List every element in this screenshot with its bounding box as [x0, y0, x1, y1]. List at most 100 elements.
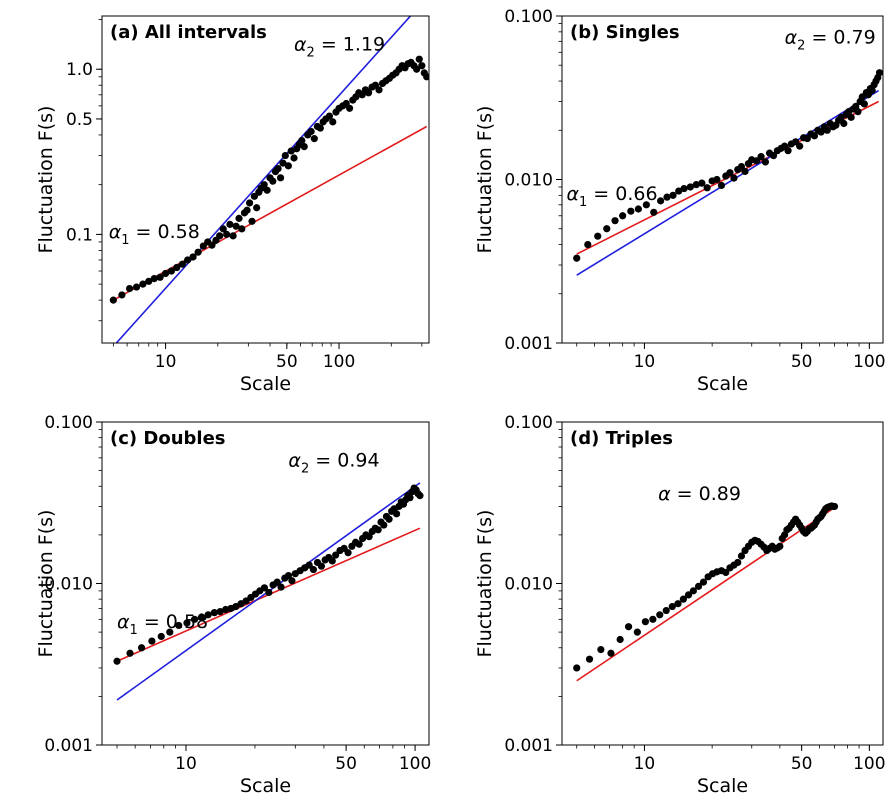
data-point [243, 206, 251, 214]
data-point [722, 568, 730, 577]
alpha-annotation: α2 = 0.79 [785, 26, 876, 53]
alpha-annotation: α2 = 1.19 [294, 33, 385, 60]
data-point [796, 142, 804, 150]
data-point [190, 615, 199, 623]
axes-frame [561, 421, 884, 746]
data-point [210, 609, 218, 617]
minor-ticks [558, 15, 870, 347]
x-tick-label: 50 [791, 754, 813, 774]
data-point [776, 542, 784, 550]
data-point [223, 230, 231, 238]
data-point [229, 232, 237, 240]
data-point [854, 108, 862, 116]
data-point [173, 263, 181, 272]
data-point [418, 62, 426, 70]
data-point [662, 606, 670, 615]
data-point [840, 119, 848, 128]
x-tick-label: 100 [853, 754, 885, 774]
plot-area [573, 69, 883, 276]
data-point [161, 269, 170, 278]
data-point [316, 124, 324, 132]
data-point [726, 169, 734, 177]
data-point [238, 225, 246, 233]
y-tick-label: 0.010 [44, 575, 93, 595]
y-axis-label: Fluctuation F(s) [35, 510, 57, 658]
x-axis-label: Scale [240, 373, 291, 395]
data-point [310, 135, 318, 143]
data-point [263, 186, 271, 194]
data-point [686, 183, 694, 191]
y-tick-label: 0.001 [44, 736, 93, 756]
data-point [406, 494, 414, 502]
data-point [288, 577, 296, 585]
data-point [689, 587, 697, 595]
data-point [817, 128, 825, 136]
data-point [657, 197, 665, 205]
data-point [269, 177, 277, 185]
data-point [260, 584, 269, 592]
fit-line [115, 16, 412, 343]
data-point [183, 619, 191, 627]
data-point [344, 549, 352, 557]
y-tick-label: 0.100 [504, 7, 553, 27]
data-point [118, 291, 126, 299]
data-point [385, 515, 393, 523]
plot-area [109, 16, 429, 343]
x-tick-label: 50 [335, 754, 357, 774]
y-tick-label: 0.100 [504, 413, 553, 433]
data-point [277, 583, 285, 591]
x-tick-label: 50 [791, 352, 813, 372]
data-point [260, 181, 268, 189]
data-point [355, 540, 363, 548]
data-point [208, 241, 216, 249]
data-point [157, 632, 165, 641]
data-point [717, 181, 726, 190]
y-axis-label: Fluctuation F(s) [474, 510, 496, 658]
data-point [132, 283, 141, 291]
data-point [573, 254, 581, 262]
data-point [633, 628, 641, 636]
data-point [194, 248, 202, 256]
data-point [273, 578, 281, 586]
data-point [627, 207, 635, 215]
data-point [150, 274, 158, 283]
panel-a: 10 50 100 0.1 0.5 1.0 (a) All intervals α1 = 0.… [35, 15, 430, 395]
data-point [650, 208, 658, 216]
data-point [663, 193, 671, 201]
data-point [573, 664, 581, 672]
x-axis-label: Scale [697, 775, 748, 797]
data-point [204, 611, 212, 619]
panel-title: (a) All intervals [110, 22, 267, 43]
y-tick-label: 1.0 [66, 60, 93, 80]
fit-line [576, 506, 835, 682]
data-point [597, 645, 605, 654]
data-point [148, 637, 156, 645]
data-point [642, 201, 650, 209]
data-point [784, 147, 792, 155]
data-point [235, 214, 243, 222]
data-point [611, 217, 619, 225]
data-point [189, 253, 197, 261]
data-point [175, 621, 183, 630]
data-point [276, 174, 285, 182]
data-point [166, 628, 174, 636]
data-point [328, 557, 336, 565]
y-tick-label: 0.100 [44, 413, 93, 433]
data-point [300, 143, 308, 151]
data-point [248, 217, 256, 225]
data-point [703, 184, 711, 192]
alpha-annotation: α = 0.89 [658, 483, 741, 505]
data-point [730, 174, 738, 182]
data-point [734, 558, 742, 567]
x-tick-label: 10 [634, 754, 656, 774]
data-point [284, 162, 292, 170]
y-tick-label: 0.001 [504, 736, 553, 756]
data-point [245, 199, 254, 207]
data-point [198, 613, 206, 621]
data-point [109, 296, 117, 304]
data-point [365, 533, 373, 541]
data-point [416, 492, 424, 500]
data-point [274, 165, 282, 173]
data-point [345, 104, 354, 112]
